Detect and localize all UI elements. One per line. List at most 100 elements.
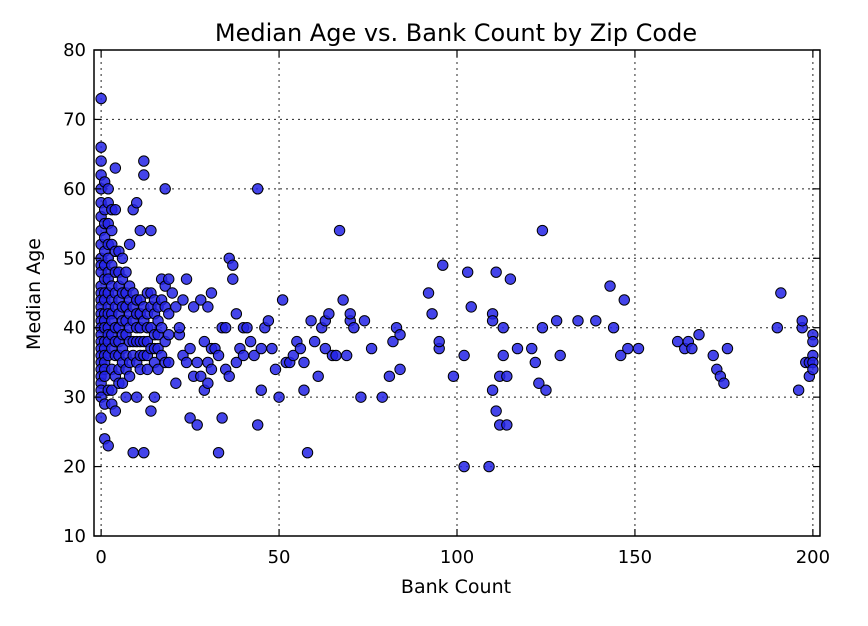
data-point — [252, 183, 264, 195]
data-point — [458, 460, 470, 473]
data-point — [305, 315, 317, 327]
data-point — [123, 238, 136, 251]
data-point — [212, 446, 225, 459]
data-point — [298, 384, 310, 396]
data-point — [686, 342, 698, 355]
data-point — [170, 301, 182, 313]
data-point — [148, 391, 161, 403]
data-point — [163, 273, 175, 285]
data-point — [775, 287, 787, 299]
data-point — [266, 342, 278, 355]
data-point — [294, 342, 307, 355]
data-point — [365, 342, 378, 355]
data-point — [526, 342, 538, 355]
data-point — [177, 294, 189, 306]
x-tick-label: 150 — [618, 547, 652, 568]
data-point — [447, 370, 460, 383]
data-point — [622, 342, 634, 355]
data-point — [163, 308, 175, 320]
data-point — [426, 308, 438, 320]
data-point — [358, 315, 371, 327]
axis-ticks: 0 50 100 150 200 10 20 30 40 50 60 70 80 — [63, 40, 830, 568]
data-point — [376, 391, 388, 403]
data-point — [116, 377, 129, 389]
data-point — [497, 322, 509, 334]
data-point — [533, 377, 545, 389]
data-point — [120, 266, 132, 278]
data-point — [604, 280, 616, 292]
data-point — [163, 356, 175, 369]
data-point — [191, 419, 203, 431]
data-point — [540, 384, 552, 396]
data-point — [255, 384, 267, 396]
data-point — [127, 446, 139, 459]
data-point — [230, 356, 243, 369]
data-point — [152, 363, 164, 376]
data-point — [180, 356, 193, 369]
data-point — [106, 384, 118, 396]
data-point — [202, 377, 214, 389]
data-point — [95, 92, 107, 105]
data-point — [212, 349, 225, 362]
data-point — [219, 322, 232, 334]
data-point — [344, 308, 356, 320]
data-point — [237, 349, 250, 362]
data-point — [287, 349, 299, 362]
data-point — [95, 141, 107, 153]
data-point — [95, 155, 107, 167]
x-axis-label: Bank Count — [401, 576, 511, 598]
data-point — [102, 183, 114, 195]
chart-title: Median Age vs. Bank Count by Zip Code — [215, 19, 697, 47]
data-points — [95, 92, 819, 473]
data-point — [458, 349, 470, 362]
data-point — [355, 391, 367, 403]
data-point — [145, 224, 157, 237]
data-point — [796, 315, 808, 327]
plot-frame — [93, 49, 821, 537]
data-point — [632, 342, 645, 355]
data-point — [195, 370, 207, 383]
data-point — [184, 412, 196, 424]
data-point — [529, 356, 541, 369]
data-point — [187, 301, 200, 313]
y-tick-label: 80 — [63, 40, 86, 61]
y-tick-label: 40 — [63, 318, 86, 339]
data-point — [159, 183, 171, 195]
data-point — [255, 342, 267, 355]
y-tick-label: 70 — [63, 109, 86, 130]
x-tick-label: 50 — [268, 547, 291, 568]
data-point — [490, 266, 502, 278]
data-point — [138, 446, 150, 459]
data-point — [276, 294, 289, 306]
data-point — [227, 273, 239, 285]
data-point — [252, 419, 264, 431]
y-tick-label: 30 — [63, 387, 86, 408]
x-tick-label: 0 — [95, 547, 106, 568]
data-point — [262, 315, 275, 327]
data-point — [273, 391, 285, 403]
data-point — [572, 315, 584, 327]
data-point — [138, 155, 150, 167]
data-point — [166, 287, 178, 299]
data-point — [123, 370, 136, 383]
data-point — [202, 301, 214, 313]
data-point — [244, 335, 257, 348]
data-point — [116, 252, 129, 264]
y-axis-label: Median Age — [23, 238, 45, 350]
data-point — [504, 273, 517, 285]
data-point — [230, 308, 243, 320]
data-point — [298, 356, 310, 369]
data-point — [550, 315, 563, 327]
data-point — [134, 224, 146, 237]
data-point — [120, 391, 132, 403]
data-point — [721, 342, 734, 355]
data-point — [693, 328, 705, 341]
data-point — [205, 363, 218, 376]
data-point — [511, 342, 524, 355]
data-point — [422, 287, 435, 299]
data-point — [308, 335, 321, 348]
y-tick-label: 10 — [63, 526, 86, 547]
data-point — [394, 363, 406, 376]
data-point — [301, 446, 314, 459]
